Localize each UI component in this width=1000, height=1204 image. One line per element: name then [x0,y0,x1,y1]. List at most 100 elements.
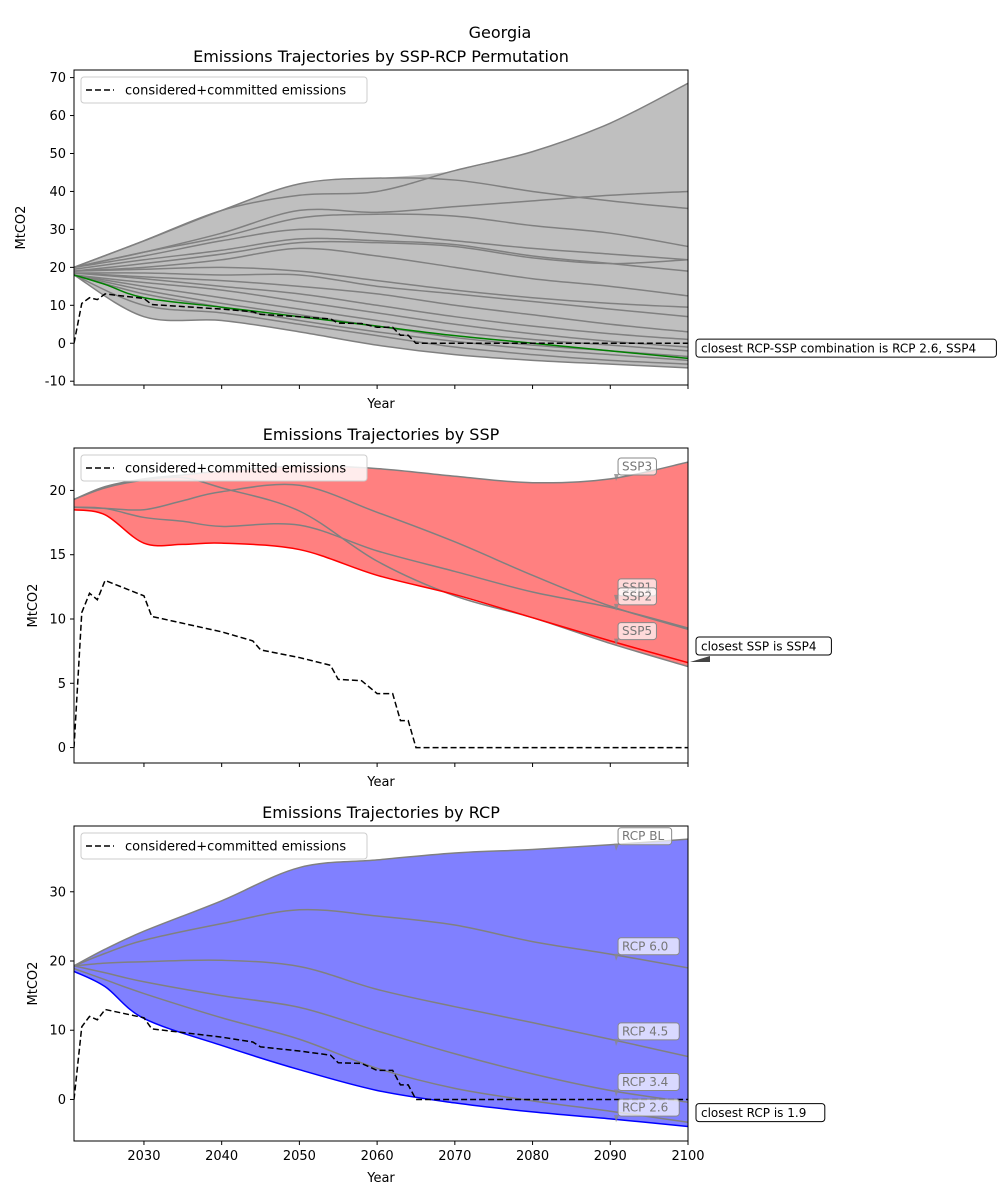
series-line-3 [74,190,688,269]
y-tick-label: 10 [49,1024,66,1039]
series-label-rcp-bl: RCP BL [614,827,673,851]
annotation-arrow [690,656,710,662]
plot-area [74,838,688,1128]
annotation-box [695,1103,826,1123]
series-label-box [617,1022,680,1041]
series-label-text: RCP 4.5 [622,1024,668,1038]
series-line-13 [74,274,688,348]
x-tick-label: 2100 [671,1149,704,1164]
series-line-rcp-bl [74,838,688,967]
legend-box [80,454,368,482]
series-label-rcp-4-5: RCP 4.5 [614,1022,680,1046]
plot-area [74,82,688,369]
x-tick-label: 2050 [283,1149,316,1164]
chart-title: Emissions Trajectories by SSP [263,425,500,444]
series-label-box [617,622,657,641]
x-tick-label: 2040 [205,1149,238,1164]
closest-trajectory-line [74,274,688,360]
axes-frame [73,825,689,1142]
series-label-box [617,827,673,846]
y-tick-label: 0 [58,741,66,756]
series-label-box [617,587,657,606]
x-tick-label: 2030 [127,1149,160,1164]
series-line-rcp-6-0 [74,908,688,969]
series-line-6 [74,237,688,272]
series-line-16 [74,274,688,362]
y-tick-label: 30 [49,885,66,900]
series-label-pointer [614,474,620,481]
y-tick-label: 20 [49,261,66,276]
series-label-pointer [614,638,620,646]
series-line-10 [74,272,688,318]
legend-box [80,76,368,104]
series-label-text: SSP5 [622,624,652,638]
series-label-box [617,1072,680,1091]
range-band [74,839,688,1127]
closest-trajectory-line [74,970,688,1128]
series-label-text: RCP 3.4 [622,1075,668,1089]
y-tick-label: 0 [58,1093,66,1108]
y-tick-label: -10 [45,375,66,390]
series-line-7 [74,240,688,272]
series-label-text: RCP BL [622,829,664,843]
series-line-18 [74,274,688,369]
series-line-11 [74,272,688,333]
y-tick-label: 5 [58,677,66,692]
legend: considered+committed emissions [80,454,368,482]
series-label-text: RCP 6.0 [622,939,668,953]
closest-annotation: closest RCP is 1.9 [695,1103,826,1123]
series-line-9 [74,266,688,308]
legend: considered+committed emissions [80,76,368,104]
series-line-rcp-4-5 [74,959,688,1058]
y-axis-label: MtCO2 [26,962,41,1006]
legend-label: considered+committed emissions [125,84,346,99]
series-label-text: RCP 2.6 [622,1101,668,1115]
x-tick-label: 2080 [516,1149,549,1164]
axes-frame [73,69,689,386]
y-tick-label: 40 [49,185,66,200]
series-label-box [617,937,680,956]
series-label-text: SSP2 [622,589,652,603]
y-tick-label: 10 [49,613,66,628]
annotation-text: closest SSP is SSP4 [701,640,816,654]
series-label-box [617,1098,680,1117]
plot-area [74,461,688,749]
y-tick-label: 20 [49,955,66,970]
series-label-rcp-3-4: RCP 3.4 [614,1072,680,1097]
chart-panel-ssp: 0 5 10 15 20 Emissions Trajectories by SSP Yea… [26,425,832,790]
series-line-2 [74,82,688,269]
range-band [74,83,688,368]
x-axis-label: Year [366,1171,395,1186]
range-band [74,462,688,667]
series-label-box [617,457,657,476]
series-line-rcp-3-4 [74,965,688,1103]
committed-emissions-line [74,293,688,344]
annotation-text: closest RCP is 1.9 [701,1106,806,1120]
y-axis-label: MtCO2 [14,206,29,250]
series-label-pointer [614,843,620,851]
series-label-pointer [614,603,620,611]
chart-title: Emissions Trajectories by RCP [262,803,500,822]
y-tick-label: 10 [49,299,66,314]
y-tick-label: 60 [49,109,66,124]
series-line-5 [74,228,688,269]
annotation-box [695,338,997,358]
series-label-text: SSP3 [622,460,652,474]
x-tick-label: 2070 [438,1149,471,1164]
series-line-ssp2 [74,483,688,631]
series-line-12 [74,272,688,341]
legend-label: considered+committed emissions [125,462,346,477]
annotation-box [695,636,832,656]
series-label-pointer [614,1038,620,1046]
series-line-17 [74,274,688,365]
series-line-8 [74,247,688,297]
committed-emissions-line [74,1008,688,1101]
x-tick-label: 2060 [361,1149,394,1164]
chart-title: Emissions Trajectories by SSP-RCP Permut… [193,47,569,66]
series-label-ssp5: SSP5 [614,622,657,646]
series-label-ssp2: SSP2 [614,587,657,611]
y-tick-label: 0 [58,337,66,352]
legend-box [80,832,368,860]
closest-annotation: closest RCP-SSP combination is RCP 2.6, … [695,338,997,358]
